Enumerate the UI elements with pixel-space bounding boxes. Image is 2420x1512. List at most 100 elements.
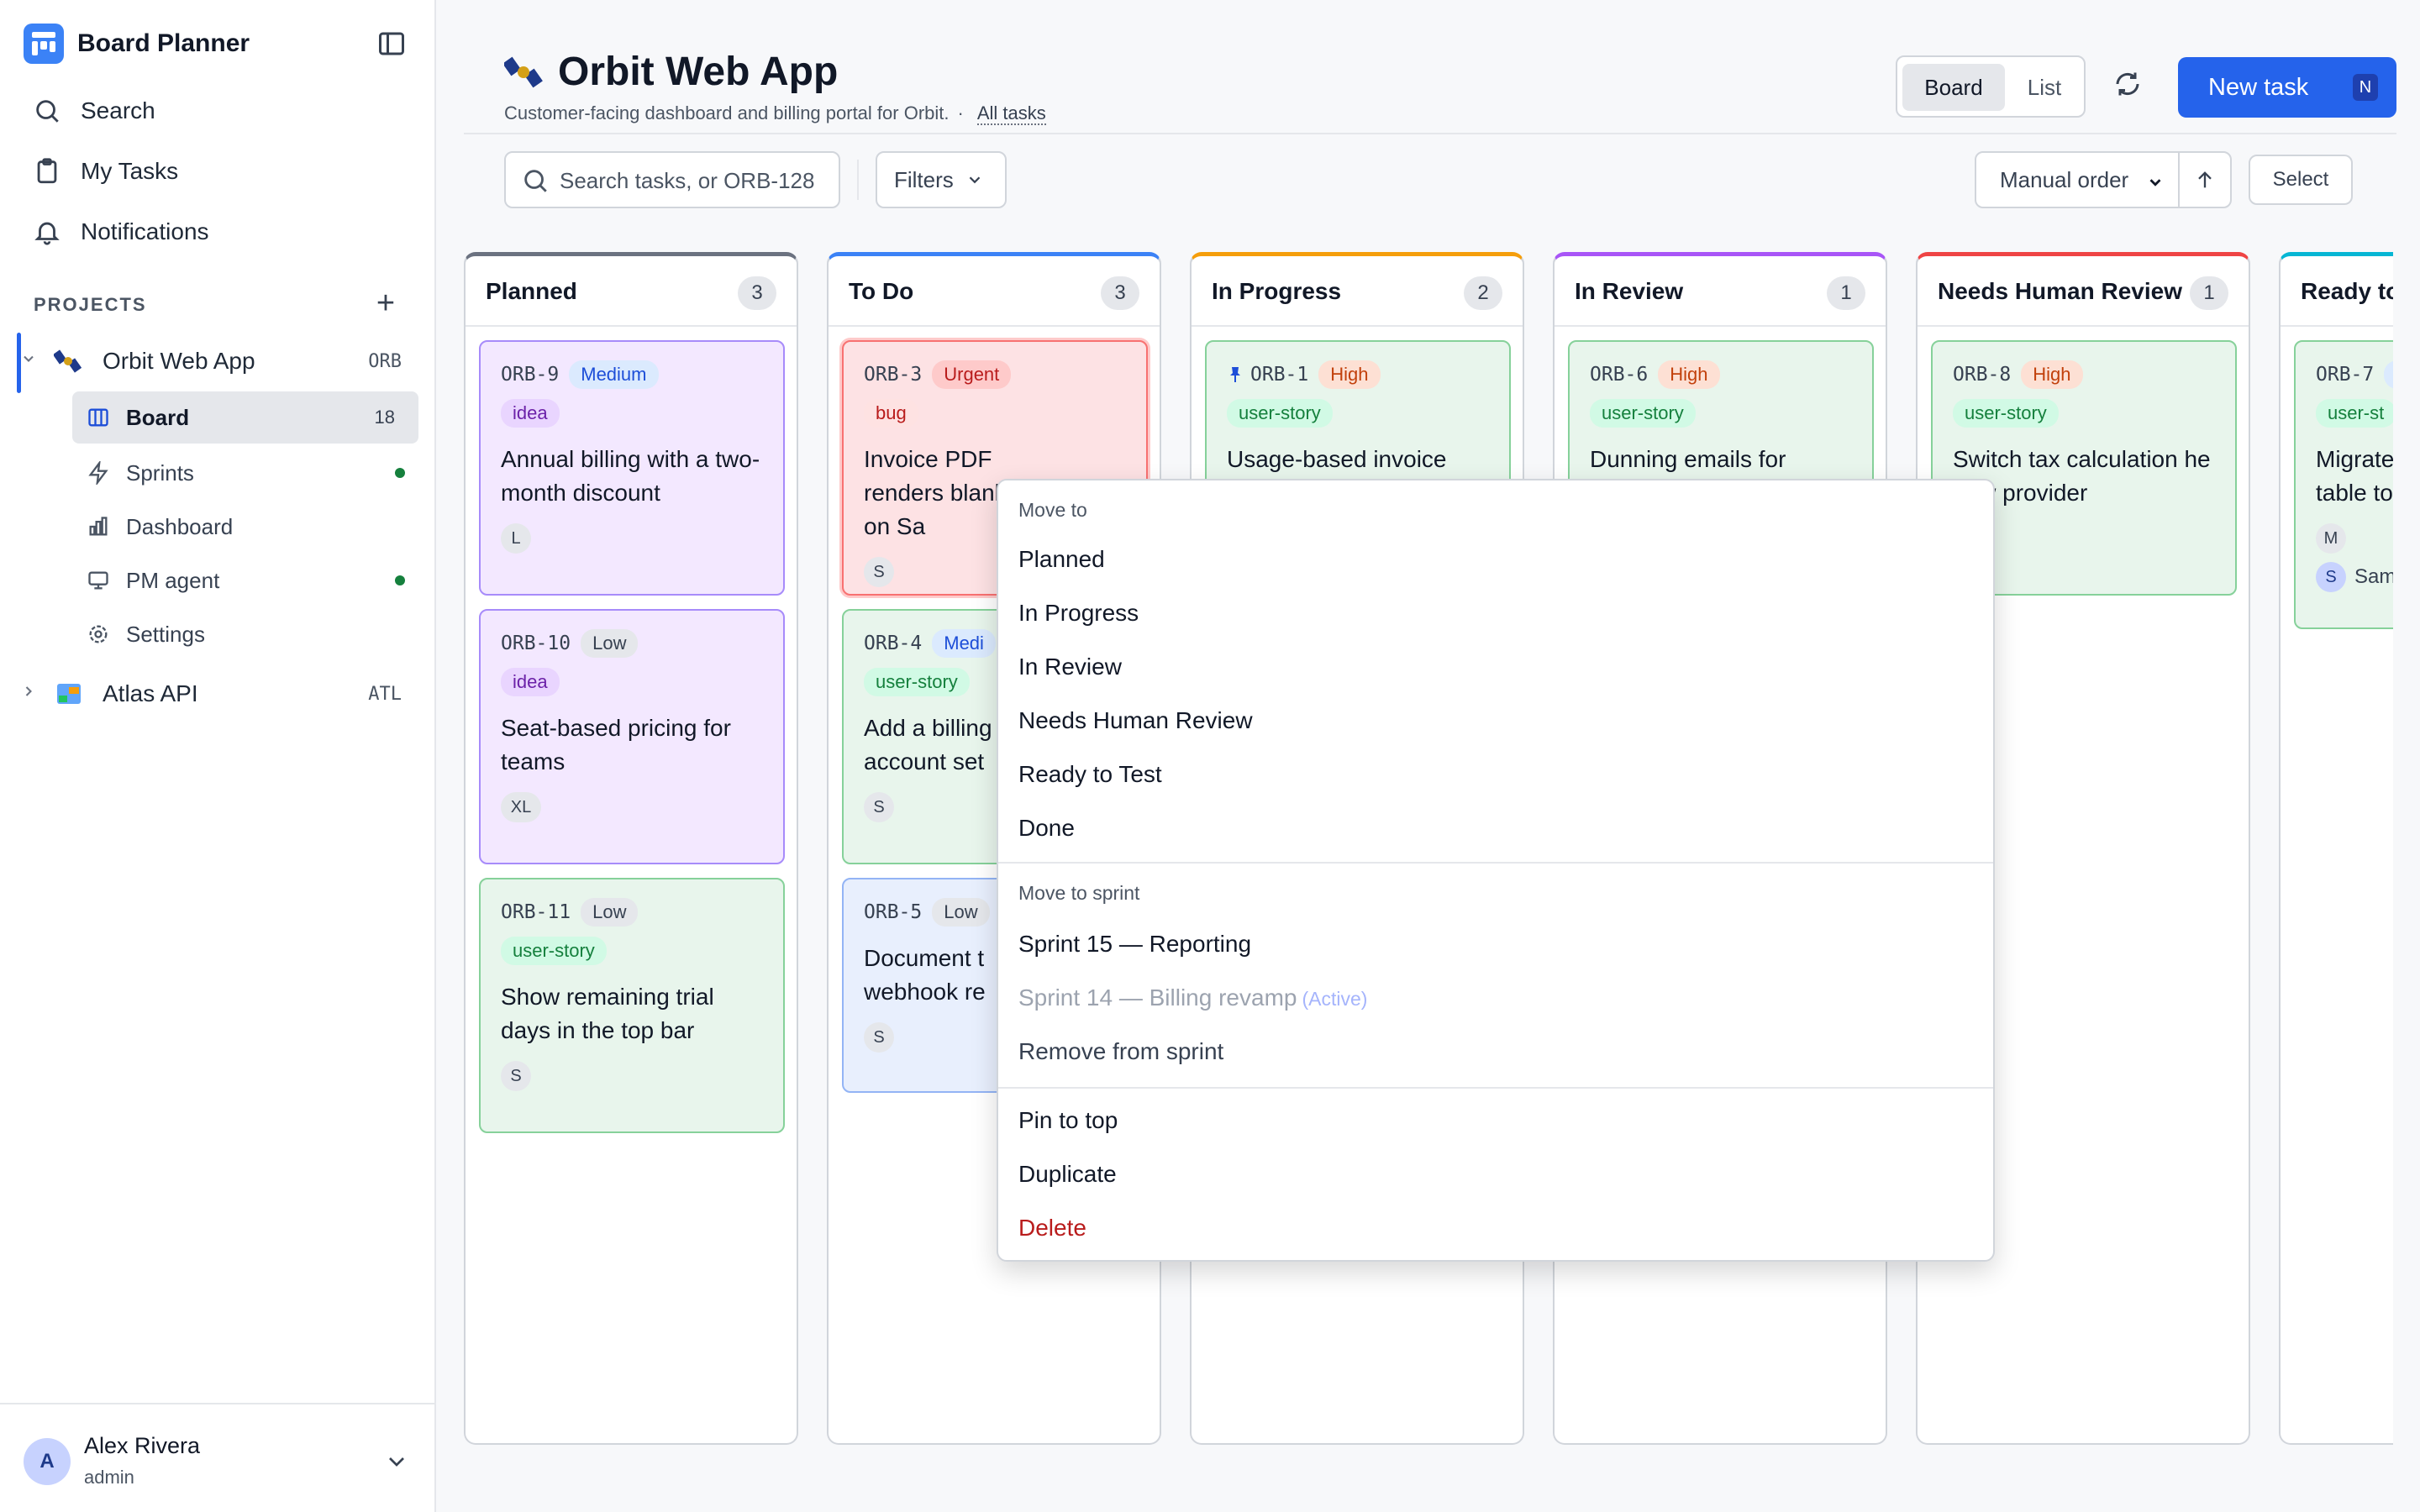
user-menu[interactable]: A Alex Rivera admin (0, 1403, 434, 1512)
board-task-count: 18 (374, 407, 395, 428)
priority-badge (2384, 360, 2393, 389)
priority-badge: High (1318, 360, 1381, 389)
board-logo-icon (24, 24, 64, 64)
task-card[interactable]: ORB-11 Low user-story Show remaining tria… (479, 878, 785, 1133)
search-field[interactable] (504, 151, 840, 208)
tag-badge: idea (501, 399, 560, 428)
task-card[interactable]: ORB-10 Low idea Seat-based pricing for te… (479, 609, 785, 864)
filters-button[interactable]: Filters (876, 151, 1007, 208)
description-separator: · (957, 102, 964, 123)
column-count: 3 (1101, 276, 1139, 310)
menu-divider (998, 1087, 1993, 1089)
tag-badge: user-story (1227, 399, 1333, 428)
tag-badge: user-story (1590, 399, 1696, 428)
satellite-icon (54, 349, 82, 373)
nav-my-tasks[interactable]: My Tasks (30, 148, 178, 195)
menu-move-done[interactable]: Done (1018, 815, 1075, 841)
sprint-14-label: Sprint 14 — Billing revamp (1018, 984, 1297, 1011)
priority-badge: Low (932, 898, 990, 927)
task-id: ORB-8 (1953, 364, 2012, 386)
sidebar-item-dashboard[interactable]: Dashboard (72, 501, 418, 553)
gear-icon (86, 622, 111, 647)
sidebar-toggle-icon (379, 32, 404, 55)
chevron-down-icon (2149, 179, 2161, 186)
chevron-right-icon[interactable] (17, 683, 40, 705)
brand[interactable]: Board Planner (24, 24, 250, 64)
project-orbit-web-app[interactable]: Orbit Web App ORB (17, 336, 418, 386)
project-atlas-api[interactable]: Atlas API ATL (17, 669, 418, 719)
task-title: Migrate table to (2316, 446, 2393, 506)
menu-pin-to-top[interactable]: Pin to top (1018, 1107, 1118, 1133)
task-title: Show remaining trial days in the top bar (501, 984, 714, 1043)
column-ready-to-test: Ready to ORB-7 user-st Migrate table to … (2279, 252, 2393, 1445)
page-header: Orbit Web App Customer-facing dashboard … (464, 0, 2396, 134)
all-tasks-link[interactable]: All tasks (976, 102, 1046, 125)
sort-order-value: Manual order (2000, 166, 2129, 192)
sidebar-item-board[interactable]: Board 18 (72, 391, 418, 444)
menu-remove-from-sprint[interactable]: Remove from sprint (1018, 1038, 1224, 1064)
select-button[interactable]: Select (2249, 155, 2353, 205)
filters-label: Filters (894, 166, 954, 192)
project-name: Atlas API (103, 680, 198, 706)
sidebar-item-sprints[interactable]: Sprints (72, 447, 418, 499)
menu-move-needs-human-review[interactable]: Needs Human Review (1018, 707, 1253, 733)
assignee-name: Sam (2354, 565, 2393, 588)
nav-search[interactable]: Search (30, 87, 155, 134)
task-card[interactable]: ORB-7 user-st Migrate table to M S Sam (2294, 340, 2393, 629)
task-card[interactable]: ORB-9 Medium idea Annual billing with a t… (479, 340, 785, 596)
project-code: ORB (368, 350, 402, 372)
page-title: Orbit Web App (558, 50, 839, 94)
column-title: To Do (849, 278, 914, 304)
column-header: Planned 3 (466, 256, 797, 327)
sidebar-item-settings[interactable]: Settings (72, 608, 418, 660)
new-task-button[interactable]: New task N (2178, 57, 2396, 118)
tag-badge: user-story (864, 668, 970, 696)
nav-notifications[interactable]: Notifications (30, 208, 209, 255)
sort-order-select[interactable]: Manual order (1975, 151, 2180, 208)
view-list-button[interactable]: List (2027, 74, 2062, 100)
board-columns-icon (86, 405, 111, 430)
priority-badge: High (1658, 360, 1720, 389)
toolbar-divider (857, 160, 859, 200)
add-project-button[interactable]: + (370, 287, 402, 321)
sidebar-item-board-label: Board (126, 404, 190, 430)
refresh-icon (2116, 72, 2139, 96)
app-name: Board Planner (77, 29, 250, 57)
sidebar-item-pm-agent-label: PM agent (126, 567, 220, 593)
bell-icon (30, 215, 64, 249)
menu-delete[interactable]: Delete (1018, 1215, 1086, 1241)
sort-direction-button[interactable] (2178, 151, 2232, 208)
menu-move-planned[interactable]: Planned (1018, 546, 1105, 572)
new-task-label: New task (2208, 73, 2309, 101)
column-planned: Planned 3 ORB-9 Medium idea Annual billin… (464, 252, 798, 1445)
menu-section-move-to-sprint: Move to sprint (1018, 882, 1140, 904)
view-board-button[interactable]: Board (1902, 64, 2005, 111)
sidebar-item-settings-label: Settings (126, 621, 205, 647)
sidebar-item-pm-agent[interactable]: PM agent (72, 554, 418, 606)
menu-sprint-15[interactable]: Sprint 15 — Reporting (1018, 931, 1252, 957)
task-title: Dunning emails for (1590, 446, 1786, 472)
chevron-down-icon[interactable] (383, 1448, 410, 1475)
collapse-sidebar-button[interactable] (376, 29, 407, 59)
column-title: Ready to (2301, 278, 2393, 304)
user-name: Alex Rivera (84, 1433, 201, 1458)
search-input[interactable] (560, 165, 829, 197)
tag-badge: bug (864, 399, 918, 428)
column-count: 1 (2190, 276, 2228, 310)
menu-move-in-progress[interactable]: In Progress (1018, 600, 1139, 626)
task-id: ORB-9 (501, 364, 560, 386)
assignee-avatar: S (864, 792, 894, 822)
menu-move-ready-to-test[interactable]: Ready to Test (1018, 761, 1162, 787)
menu-move-in-review[interactable]: In Review (1018, 654, 1122, 680)
assignee-avatar: XL (501, 792, 541, 822)
chevron-down-icon[interactable] (17, 350, 40, 372)
menu-duplicate[interactable]: Duplicate (1018, 1161, 1117, 1187)
clipboard-icon (30, 155, 64, 188)
column-title: In Review (1575, 278, 1684, 304)
chevron-down-icon (969, 176, 981, 184)
refresh-button[interactable] (2112, 69, 2149, 106)
tag-badge: user-story (501, 937, 607, 965)
priority-badge: High (2021, 360, 2083, 389)
assignee-chip: S Sam (2316, 562, 2393, 592)
column-title: Needs Human Review (1938, 278, 2182, 304)
